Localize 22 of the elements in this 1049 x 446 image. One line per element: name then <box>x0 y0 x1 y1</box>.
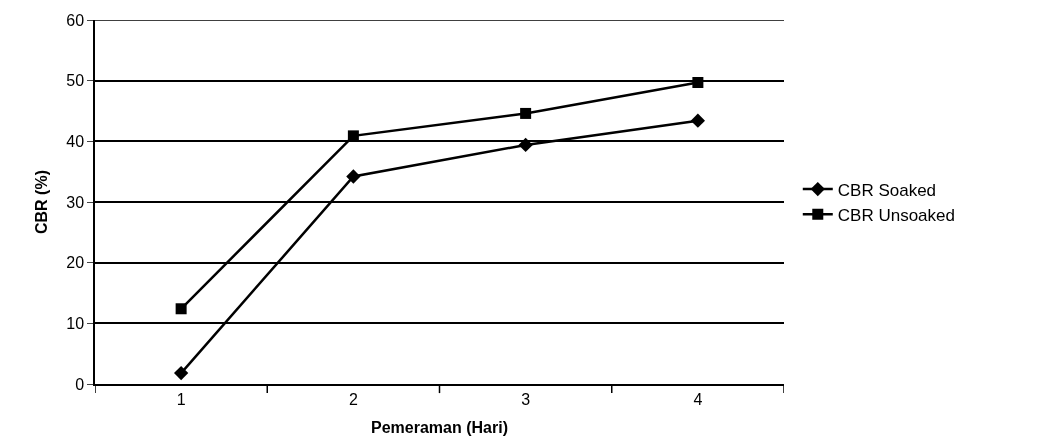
y-tick-label: 60 <box>66 11 85 29</box>
point <box>690 113 706 128</box>
y-tick-label: 40 <box>66 132 85 150</box>
x-tick-label: 1 <box>176 390 186 408</box>
point <box>518 137 533 153</box>
point <box>346 169 361 184</box>
y-tick-label: 0 <box>75 375 85 393</box>
x-tick-label: 3 <box>521 390 531 408</box>
point <box>175 303 187 315</box>
x-tick-label: 2 <box>348 390 358 408</box>
y-tick-label: 30 <box>66 193 85 211</box>
y-axis-title: CBR (%) <box>32 170 50 234</box>
x-axis-title: Pemeraman (Hari) <box>371 419 508 437</box>
y-tick-label: 20 <box>66 254 85 272</box>
legend-label: CBR Unsoaked <box>837 205 955 225</box>
y-tick-label: 10 <box>66 314 85 332</box>
point <box>520 107 532 119</box>
x-tick-label: 4 <box>693 390 703 408</box>
y-tick-label: 50 <box>66 72 85 90</box>
legend-label: CBR Soaked <box>837 180 937 200</box>
point <box>692 76 704 88</box>
point <box>173 365 189 381</box>
